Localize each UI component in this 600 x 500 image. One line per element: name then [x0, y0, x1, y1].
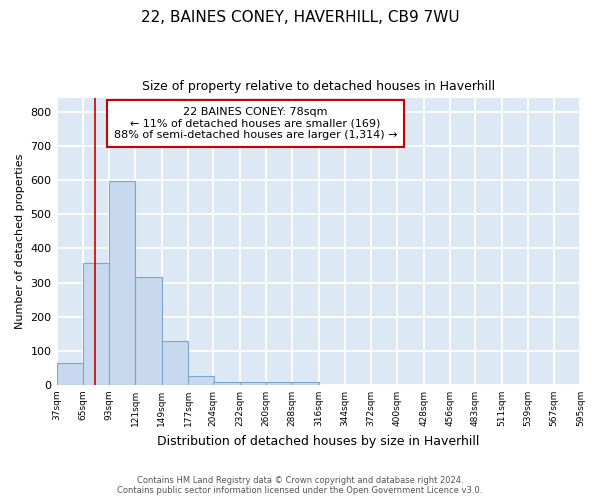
Bar	[188, 376, 214, 385]
Bar	[136, 277, 162, 385]
Bar	[266, 382, 292, 385]
Bar	[292, 382, 319, 385]
Text: Contains HM Land Registry data © Crown copyright and database right 2024.
Contai: Contains HM Land Registry data © Crown c…	[118, 476, 482, 495]
Bar	[239, 382, 266, 385]
Bar	[162, 340, 188, 385]
X-axis label: Distribution of detached houses by size in Haverhill: Distribution of detached houses by size …	[157, 434, 480, 448]
Bar	[56, 363, 83, 385]
Text: 22, BAINES CONEY, HAVERHILL, CB9 7WU: 22, BAINES CONEY, HAVERHILL, CB9 7WU	[140, 10, 460, 25]
Bar	[214, 382, 239, 385]
Title: Size of property relative to detached houses in Haverhill: Size of property relative to detached ho…	[142, 80, 495, 93]
Bar	[83, 263, 109, 385]
Text: 22 BAINES CONEY: 78sqm
← 11% of detached houses are smaller (169)
88% of semi-de: 22 BAINES CONEY: 78sqm ← 11% of detached…	[114, 107, 397, 140]
Y-axis label: Number of detached properties: Number of detached properties	[15, 154, 25, 330]
Bar	[109, 181, 136, 385]
